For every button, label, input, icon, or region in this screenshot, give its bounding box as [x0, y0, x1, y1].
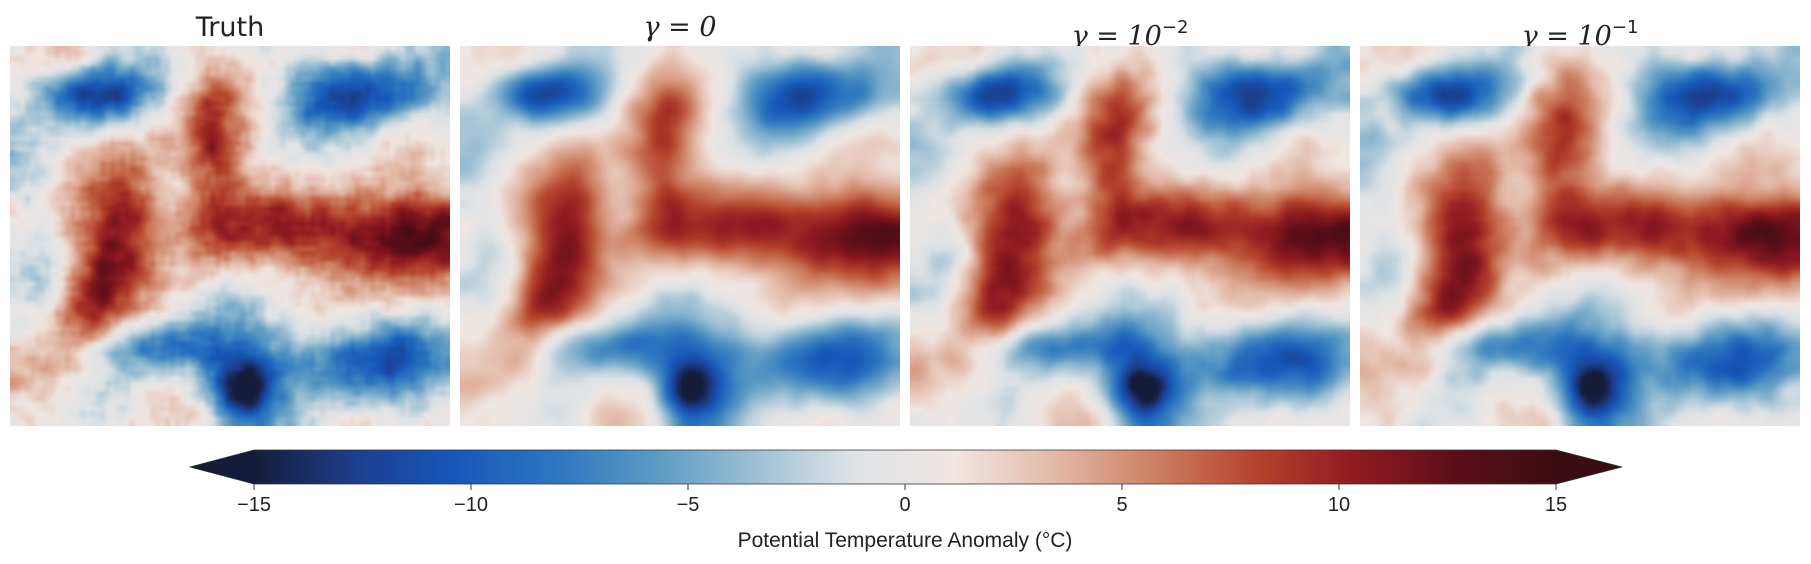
- colorbar-ticks: −15 −10 −5 0 5 10 15: [237, 484, 1567, 516]
- panel-title-gamma-1e-1: γ = 10−1: [1360, 8, 1800, 52]
- heatmap-panel-gamma-1e-2: [910, 46, 1350, 426]
- panel-title-truth-text: Truth: [195, 12, 265, 43]
- colorbar-tick-label: −5: [677, 494, 700, 516]
- colorbar-extend-low: [190, 450, 254, 484]
- colorbar-tick-label: 5: [1116, 494, 1127, 516]
- colorbar-tick-label: −10: [454, 494, 488, 516]
- panel-title-truth: Truth: [10, 8, 450, 48]
- colorbar-tick-label: 10: [1328, 494, 1350, 516]
- heatmap-canvas-gamma-1e-1: [1360, 46, 1800, 426]
- colorbar-tick-label: 15: [1545, 494, 1567, 516]
- panel-title-gamma-0-text: γ = 0: [643, 12, 717, 43]
- colorbar-tick-label: −15: [237, 494, 271, 516]
- heatmap-canvas-gamma-1e-2: [910, 46, 1350, 426]
- panel-title-gamma-1e-2: γ = 10−2: [910, 8, 1350, 52]
- colorbar-label: Potential Temperature Anomaly (°C): [738, 529, 1073, 552]
- colorbar-extend-high: [1556, 450, 1622, 484]
- panel-title-gamma-0: γ = 0: [460, 8, 900, 48]
- heatmap-canvas-gamma-0: [460, 46, 900, 426]
- panel-title-gamma-1e-2-exponent: −2: [1161, 17, 1189, 38]
- panel-title-gamma-1e-1-exponent: −1: [1611, 17, 1639, 38]
- heatmap-panel-gamma-1e-1: [1360, 46, 1800, 426]
- heatmap-panel-gamma-0: [460, 46, 900, 426]
- colorbar-gradient: [254, 450, 1556, 484]
- colorbar-tick-label: 0: [899, 494, 910, 516]
- colorbar: −15 −10 −5 0 5 10 15 Potential Temperature Ano…: [188, 449, 1623, 552]
- heatmap-panel-truth: [10, 46, 450, 426]
- heatmap-canvas-truth: [10, 46, 450, 426]
